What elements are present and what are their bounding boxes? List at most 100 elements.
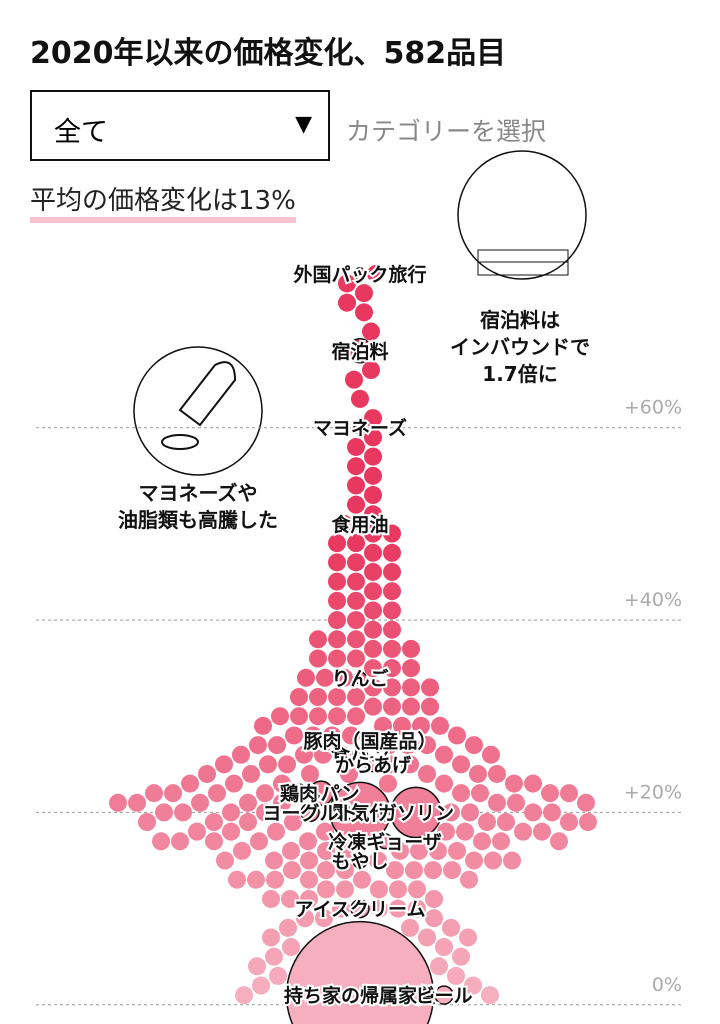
bubble — [222, 803, 240, 822]
bubble — [418, 736, 436, 755]
bubble — [181, 774, 199, 793]
bubble — [315, 909, 333, 928]
bubble — [208, 784, 226, 803]
bubble — [347, 688, 365, 707]
bubble — [435, 938, 453, 957]
bubble — [379, 774, 397, 793]
bubble — [297, 668, 315, 687]
bubble — [279, 918, 297, 937]
bubble — [164, 784, 182, 803]
item-label: からあげ — [335, 754, 412, 776]
bubble — [233, 841, 251, 860]
item-label: 宿泊料 — [331, 340, 388, 363]
bubble — [543, 803, 561, 822]
bubble-labeled — [289, 783, 309, 803]
bubble — [266, 870, 284, 889]
bubble — [290, 688, 308, 707]
bubble — [533, 822, 551, 841]
bubble — [482, 745, 500, 764]
bubble — [364, 428, 382, 447]
bubble — [577, 793, 595, 812]
bubble — [364, 543, 382, 562]
bubble — [347, 534, 365, 553]
bubble — [418, 928, 436, 947]
bubble — [505, 774, 523, 793]
bubble — [448, 726, 466, 745]
bubble — [374, 716, 392, 735]
bubble — [328, 707, 346, 726]
bubble-labeled — [300, 802, 320, 823]
category-dropdown[interactable]: 全て ▼ — [30, 90, 330, 161]
bubble — [393, 716, 411, 735]
bubble — [442, 918, 460, 937]
bubble — [389, 880, 407, 899]
bubble — [402, 678, 420, 697]
dropdown-arrow: ▼ — [295, 112, 312, 137]
bubble — [497, 813, 515, 832]
bubble — [336, 841, 354, 860]
bubble — [328, 534, 346, 553]
bubble — [152, 832, 170, 851]
bubble — [198, 764, 216, 783]
bubble — [524, 774, 542, 793]
item-label: 持ち家の帰属家賃 — [284, 984, 436, 1007]
bubble — [347, 437, 365, 456]
bubble-labeled — [360, 730, 380, 751]
bubble — [155, 803, 173, 822]
bubble — [254, 716, 272, 735]
bubble — [347, 649, 365, 668]
bubble — [364, 562, 382, 581]
bubble — [340, 764, 358, 783]
bubble — [418, 764, 436, 783]
bubble — [323, 726, 341, 745]
bubble — [128, 793, 146, 812]
bubble — [317, 841, 335, 860]
bubble — [488, 764, 506, 783]
bubble — [278, 755, 296, 774]
bubble — [281, 889, 299, 908]
bubble — [338, 293, 356, 312]
bubble — [309, 630, 327, 649]
bubble — [347, 611, 365, 630]
bubble — [283, 861, 301, 880]
bubble — [333, 745, 351, 764]
bubble — [402, 697, 420, 716]
bubble — [347, 495, 365, 514]
bubble — [364, 678, 382, 697]
bubble — [256, 784, 274, 803]
bubble-labeled — [285, 920, 435, 1024]
bubble — [222, 822, 240, 841]
bubble — [383, 562, 401, 581]
bubble — [431, 716, 449, 735]
bubble — [364, 447, 382, 466]
bubble — [364, 697, 382, 716]
bubble — [364, 659, 382, 678]
bubble — [228, 870, 246, 889]
bubble — [430, 957, 448, 976]
bubble — [299, 832, 317, 851]
bubble — [284, 813, 302, 832]
bubble — [347, 707, 365, 726]
bubble — [252, 976, 270, 995]
item-label: 食用油 — [331, 513, 388, 536]
bubble — [382, 755, 400, 774]
bubble — [295, 745, 313, 764]
bubble — [285, 726, 303, 745]
bubble — [456, 822, 474, 841]
bubble — [347, 591, 365, 610]
bubble — [460, 870, 478, 889]
bubble — [369, 851, 387, 870]
bubble — [459, 928, 477, 947]
bubble — [309, 707, 327, 726]
bubble — [347, 476, 365, 495]
bubble — [399, 736, 417, 755]
y-tick-label: +60% — [624, 397, 682, 419]
bubble — [267, 822, 285, 841]
bubble — [408, 880, 426, 899]
bubble — [351, 389, 369, 408]
bubble — [355, 284, 373, 303]
bubble — [347, 630, 365, 649]
bubble — [309, 688, 327, 707]
